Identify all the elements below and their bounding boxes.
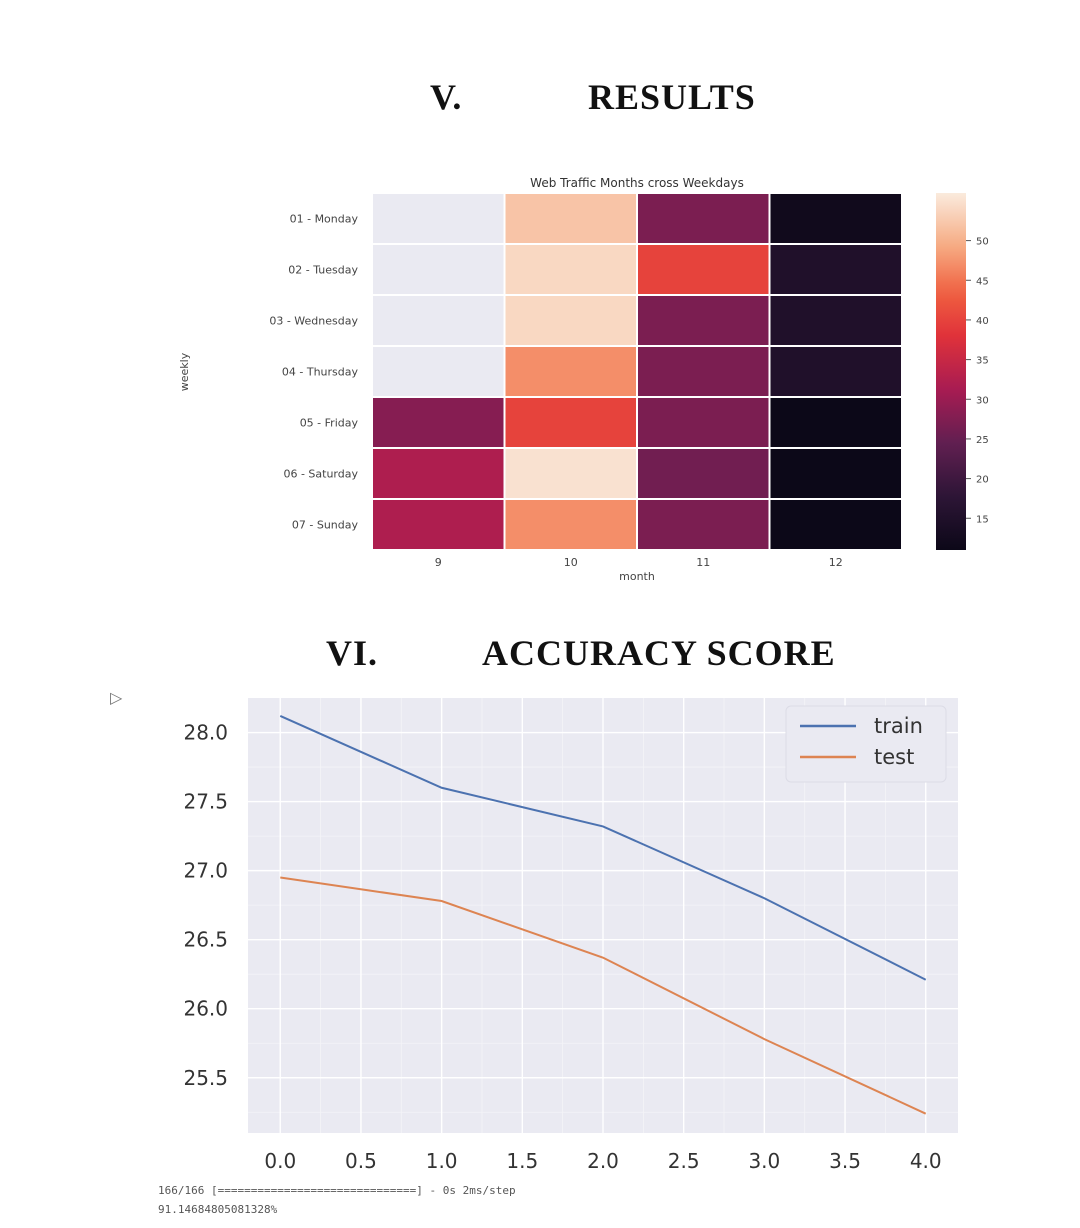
heatmap-col-label: 11 xyxy=(696,556,710,569)
x-tick-label: 1.0 xyxy=(426,1149,458,1173)
colorbar-tick-label: 35 xyxy=(976,356,989,367)
colorbar-tick-label: 40 xyxy=(976,316,989,327)
run-output-icon[interactable]: ▷ xyxy=(110,688,123,707)
console-accuracy-line: 91.14684805081328% xyxy=(158,1203,278,1216)
heatmap-cell xyxy=(371,396,506,449)
y-tick-label: 26.5 xyxy=(183,928,228,952)
heatmap-cell xyxy=(768,243,903,296)
heatmap-cell xyxy=(768,345,903,398)
legend-label-train: train xyxy=(874,714,923,738)
y-tick-label: 26.0 xyxy=(183,997,228,1021)
heatmap-cell xyxy=(503,243,638,296)
colorbar-tick-label: 45 xyxy=(976,276,989,287)
x-tick-label: 2.0 xyxy=(587,1149,619,1173)
heatmap-title: Web Traffic Months cross Weekdays xyxy=(530,176,744,190)
x-tick-label: 0.0 xyxy=(264,1149,296,1173)
heatmap-cell xyxy=(503,498,638,551)
colorbar-tick-label: 15 xyxy=(976,514,989,525)
y-tick-label: 25.5 xyxy=(183,1066,228,1090)
y-tick-label: 28.0 xyxy=(183,721,228,745)
section-number: VI. xyxy=(326,633,379,673)
colorbar-tick-label: 20 xyxy=(976,475,989,486)
heatmap-row-label: 02 - Tuesday xyxy=(288,264,358,277)
console-progress-line: 166/166 [==============================]… xyxy=(158,1184,516,1197)
x-tick-label: 4.0 xyxy=(910,1149,942,1173)
heatmap-cell xyxy=(503,192,638,245)
x-tick-label: 3.0 xyxy=(748,1149,780,1173)
heatmap-row-label: 03 - Wednesday xyxy=(269,315,358,328)
heatmap-cell xyxy=(768,396,903,449)
section-title: RESULTS xyxy=(588,77,756,117)
x-tick-label: 2.5 xyxy=(668,1149,700,1173)
heatmap-figure: Web Traffic Months cross Weekdays 01 - Mo… xyxy=(178,176,989,583)
heatmap-cell xyxy=(371,498,506,551)
heatmap-cell xyxy=(636,396,771,449)
legend-label-test: test xyxy=(874,745,914,769)
heatmap-cell xyxy=(636,294,771,347)
heatmap-col-label: 9 xyxy=(435,556,442,569)
heatmap-row-label: 05 - Friday xyxy=(300,417,359,430)
heatmap-cell xyxy=(503,447,638,500)
colorbar xyxy=(936,193,966,550)
heatmap-xlabel: month xyxy=(619,570,655,583)
heatmap-row-label: 01 - Monday xyxy=(290,213,359,226)
colorbar-tick-label: 50 xyxy=(976,237,989,248)
x-tick-label: 0.5 xyxy=(345,1149,377,1173)
x-tick-label: 1.5 xyxy=(506,1149,538,1173)
series-line-train xyxy=(279,715,927,981)
section-number: V. xyxy=(430,77,463,117)
series-line-test xyxy=(280,876,927,1115)
colorbar-tick-label: 30 xyxy=(976,395,989,406)
y-tick-label: 27.0 xyxy=(183,859,228,883)
colorbar-tick-label: 25 xyxy=(976,435,989,446)
x-tick-label: 3.5 xyxy=(829,1149,861,1173)
heatmap-cell xyxy=(636,447,771,500)
y-tick-label: 27.5 xyxy=(183,790,228,814)
heatmap-row-label: 06 - Saturday xyxy=(283,468,358,481)
heatmap-row-label: 04 - Thursday xyxy=(282,366,359,379)
heatmap-ylabel: weekly xyxy=(178,352,191,391)
heatmap-cell xyxy=(768,498,903,551)
heatmap-cell xyxy=(371,294,506,347)
heatmap-cell xyxy=(768,294,903,347)
section-title: ACCURACY SCORE xyxy=(482,633,836,673)
heatmap-col-label: 10 xyxy=(564,556,578,569)
heatmap-col-label: 12 xyxy=(829,556,843,569)
heatmap-row-label: 07 - Sunday xyxy=(292,519,359,532)
heatmap-cell xyxy=(768,447,903,500)
heatmap-cell xyxy=(636,192,771,245)
heatmap-cell xyxy=(371,447,506,500)
